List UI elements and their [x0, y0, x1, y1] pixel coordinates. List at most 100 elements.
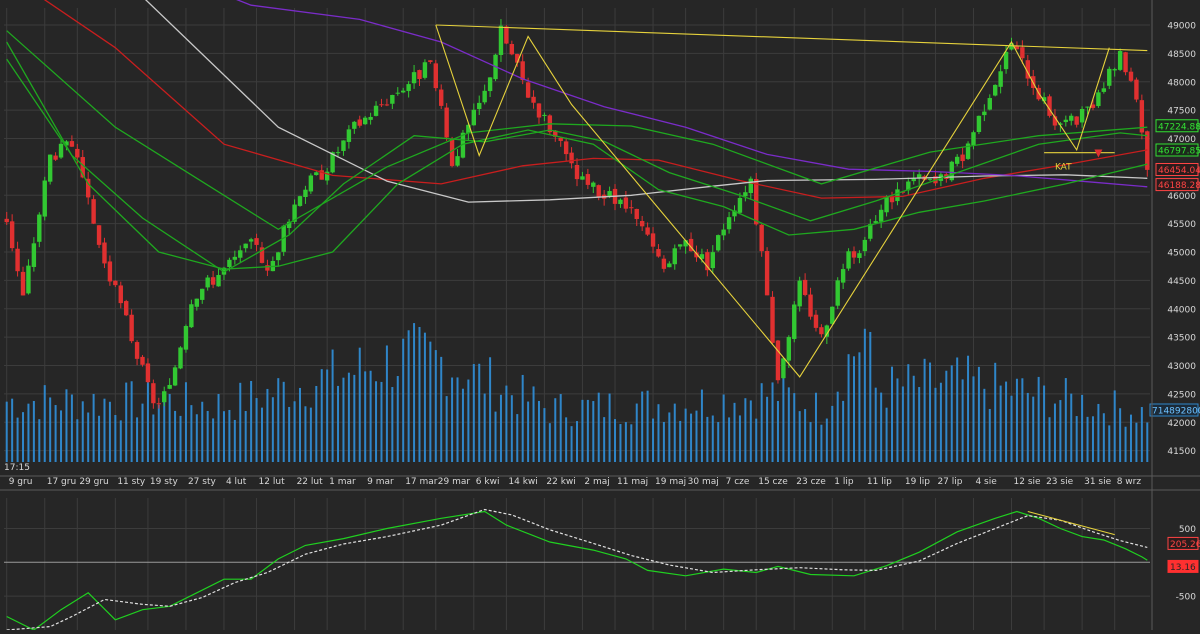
volume-bar[interactable]	[1037, 376, 1040, 462]
volume-bar[interactable]	[766, 396, 769, 462]
volume-bar[interactable]	[961, 379, 964, 462]
volume-bar[interactable]	[581, 399, 584, 462]
volume-bar[interactable]	[255, 398, 258, 462]
volume-bar[interactable]	[461, 388, 464, 462]
volume-bar[interactable]	[1059, 400, 1062, 462]
candle-up[interactable]	[172, 367, 178, 386]
volume-bar[interactable]	[907, 364, 910, 462]
candle-up[interactable]	[324, 171, 330, 181]
candle-up[interactable]	[743, 192, 748, 197]
volume-bar[interactable]	[98, 415, 101, 462]
candle-up[interactable]	[297, 196, 303, 206]
candle-up[interactable]	[824, 325, 830, 337]
volume-bar[interactable]	[880, 392, 883, 462]
candle-down[interactable]	[509, 44, 515, 55]
candle-down[interactable]	[1139, 100, 1145, 133]
candle-up[interactable]	[400, 90, 406, 93]
volume-bar[interactable]	[423, 332, 426, 462]
volume-bar[interactable]	[738, 415, 741, 462]
candle-down[interactable]	[379, 104, 384, 106]
volume-bar[interactable]	[749, 400, 752, 462]
candle-down[interactable]	[134, 342, 140, 359]
candle-down[interactable]	[705, 252, 710, 271]
candle-down[interactable]	[140, 356, 145, 365]
candle-down[interactable]	[650, 233, 656, 247]
volume-bar[interactable]	[288, 406, 291, 462]
volume-bar[interactable]	[244, 411, 247, 462]
volume-bar[interactable]	[559, 394, 562, 462]
volume-bar[interactable]	[5, 401, 8, 462]
candle-down[interactable]	[645, 227, 650, 235]
candle-down[interactable]	[536, 103, 542, 118]
candle-up[interactable]	[466, 124, 471, 134]
volume-bar[interactable]	[282, 381, 285, 462]
volume-bar[interactable]	[874, 387, 877, 462]
candle-up[interactable]	[830, 306, 835, 324]
volume-bar[interactable]	[494, 411, 497, 462]
volume-bar[interactable]	[260, 407, 263, 462]
volume-bar[interactable]	[402, 338, 405, 462]
volume-bar[interactable]	[385, 345, 388, 462]
volume-bar[interactable]	[179, 415, 182, 462]
candle-down[interactable]	[639, 221, 645, 227]
candle-up[interactable]	[797, 280, 802, 307]
candle-up[interactable]	[732, 210, 737, 217]
volume-bar[interactable]	[136, 417, 139, 462]
volume-bar[interactable]	[999, 385, 1002, 462]
volume-bar[interactable]	[212, 418, 215, 462]
candle-up[interactable]	[227, 259, 232, 267]
volume-bar[interactable]	[787, 387, 790, 462]
candle-up[interactable]	[37, 214, 42, 242]
volume-bar[interactable]	[70, 394, 73, 462]
volume-bar[interactable]	[76, 419, 79, 462]
volume-bar[interactable]	[429, 341, 432, 462]
volume-bar[interactable]	[760, 383, 763, 462]
volume-bar[interactable]	[782, 375, 785, 462]
volume-bar[interactable]	[831, 405, 834, 462]
candle-up[interactable]	[884, 197, 889, 213]
volume-bar[interactable]	[304, 406, 307, 462]
candle-up[interactable]	[906, 181, 911, 191]
volume-bar[interactable]	[510, 395, 513, 462]
volume-bar[interactable]	[184, 382, 187, 462]
volume-bar[interactable]	[521, 374, 524, 462]
candle-up[interactable]	[406, 84, 411, 92]
volume-bar[interactable]	[440, 356, 443, 462]
volume-bar[interactable]	[983, 388, 986, 462]
candle-up[interactable]	[162, 391, 167, 403]
volume-bar[interactable]	[891, 366, 894, 462]
volume-bar[interactable]	[445, 396, 448, 462]
volume-bar[interactable]	[1021, 378, 1024, 462]
candle-down[interactable]	[694, 252, 699, 258]
volume-bar[interactable]	[22, 412, 25, 462]
moving-average-line[interactable]	[6, 41, 1148, 270]
volume-bar[interactable]	[700, 389, 703, 462]
candle-up[interactable]	[248, 239, 254, 242]
volume-bar[interactable]	[956, 357, 959, 462]
volume-bar[interactable]	[337, 385, 340, 462]
volume-bar[interactable]	[1135, 422, 1138, 462]
candle-up[interactable]	[411, 72, 417, 84]
candle-up[interactable]	[330, 152, 335, 173]
volume-bar[interactable]	[456, 377, 459, 462]
volume-bar[interactable]	[293, 401, 296, 462]
candle-down[interactable]	[145, 363, 151, 383]
volume-bar[interactable]	[733, 402, 736, 462]
candle-down[interactable]	[1128, 71, 1134, 81]
volume-bar[interactable]	[673, 403, 676, 462]
candle-down[interactable]	[1090, 104, 1096, 108]
candle-up[interactable]	[1101, 88, 1107, 92]
candle-up[interactable]	[1058, 123, 1063, 125]
candle-up[interactable]	[498, 25, 504, 55]
candle-down[interactable]	[520, 61, 525, 81]
volume-bar[interactable]	[369, 370, 372, 462]
volume-bar[interactable]	[1124, 426, 1127, 462]
candle-down[interactable]	[1020, 47, 1025, 59]
volume-bar[interactable]	[646, 390, 649, 462]
volume-bar[interactable]	[950, 365, 953, 462]
volume-bar[interactable]	[825, 418, 828, 462]
moving-average-line[interactable]	[7, 0, 1148, 199]
candle-up[interactable]	[362, 117, 368, 125]
candle-down[interactable]	[417, 70, 422, 80]
